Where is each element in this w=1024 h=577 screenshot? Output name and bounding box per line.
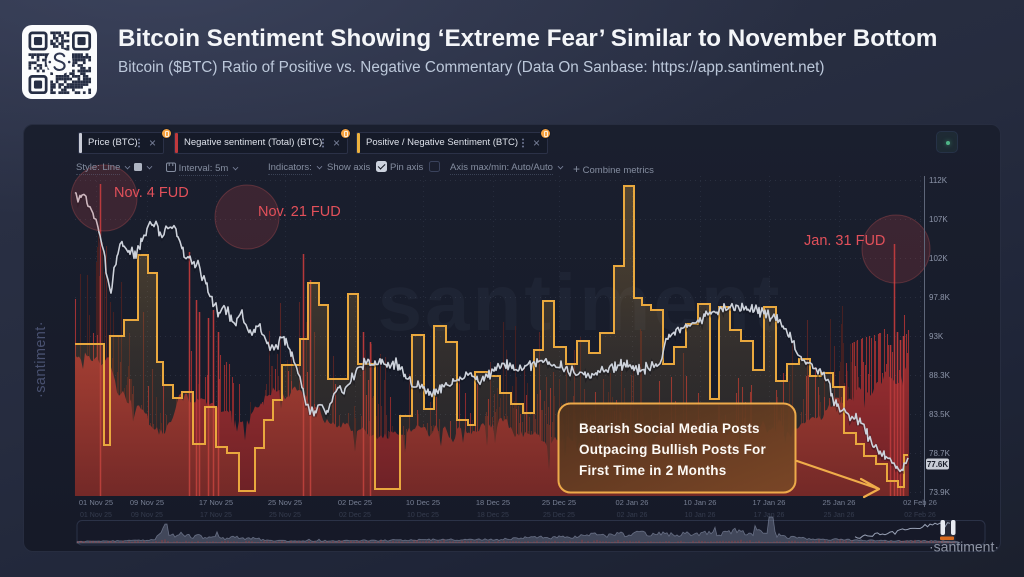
svg-text:107K: 107K xyxy=(929,215,948,224)
svg-text:102K: 102K xyxy=(929,254,948,263)
svg-text:09 Nov 25: 09 Nov 25 xyxy=(130,498,164,507)
svg-text:Nov. 21 FUD: Nov. 21 FUD xyxy=(258,204,341,220)
svg-text:02 Dec 25: 02 Dec 25 xyxy=(339,512,371,519)
svg-text:02 Feb 26: 02 Feb 26 xyxy=(903,498,937,507)
svg-text:02 Jan 26: 02 Jan 26 xyxy=(616,498,649,507)
svg-text:25 Jan 26: 25 Jan 26 xyxy=(823,498,856,507)
svg-text:01 Nov 25: 01 Nov 25 xyxy=(80,512,112,519)
svg-text:112K: 112K xyxy=(929,176,948,185)
svg-text:10 Jan 26: 10 Jan 26 xyxy=(684,498,717,507)
svg-text:78.7K: 78.7K xyxy=(929,449,951,458)
svg-text:02 Jan 26: 02 Jan 26 xyxy=(617,512,648,519)
svg-text:25 Nov 25: 25 Nov 25 xyxy=(269,512,301,519)
svg-text:17 Jan 26: 17 Jan 26 xyxy=(754,512,785,519)
svg-text:10 Dec 25: 10 Dec 25 xyxy=(406,498,440,507)
svg-text:Jan. 31 FUD: Jan. 31 FUD xyxy=(804,233,885,249)
svg-text:73.9K: 73.9K xyxy=(929,488,951,497)
svg-text:25 Jan 26: 25 Jan 26 xyxy=(824,512,855,519)
svg-text:93K: 93K xyxy=(929,332,944,341)
svg-text:25 Nov 25: 25 Nov 25 xyxy=(268,498,302,507)
svg-text:17 Nov 25: 17 Nov 25 xyxy=(200,512,232,519)
svg-text:25 Dec 25: 25 Dec 25 xyxy=(542,498,576,507)
svg-text:·santiment·: ·santiment· xyxy=(33,321,49,398)
svg-text:Bearish Social Media Posts: Bearish Social Media Posts xyxy=(579,421,760,436)
svg-text:09 Nov 25: 09 Nov 25 xyxy=(131,512,163,519)
svg-text:18 Dec 25: 18 Dec 25 xyxy=(477,512,509,519)
svg-text:02 Feb 26: 02 Feb 26 xyxy=(904,512,936,519)
svg-text:·santiment·: ·santiment· xyxy=(929,539,999,554)
svg-text:10 Dec 25: 10 Dec 25 xyxy=(407,512,439,519)
svg-text:02 Dec 25: 02 Dec 25 xyxy=(338,498,372,507)
svg-text:25 Dec 25: 25 Dec 25 xyxy=(543,512,575,519)
svg-text:97.8K: 97.8K xyxy=(929,293,951,302)
svg-text:17 Jan 26: 17 Jan 26 xyxy=(753,498,786,507)
svg-text:10 Jan 26: 10 Jan 26 xyxy=(685,512,716,519)
svg-text:83.5K: 83.5K xyxy=(929,410,951,419)
svg-text:01 Nov 25: 01 Nov 25 xyxy=(79,498,113,507)
svg-text:17 Nov 25: 17 Nov 25 xyxy=(199,498,233,507)
svg-text:Outpacing Bullish Posts For: Outpacing Bullish Posts For xyxy=(579,442,766,457)
svg-text:First Time in 2 Months: First Time in 2 Months xyxy=(579,463,726,478)
svg-text:88.3K: 88.3K xyxy=(929,371,951,380)
svg-text:77.6K: 77.6K xyxy=(927,460,949,469)
svg-text:Nov. 4 FUD: Nov. 4 FUD xyxy=(114,185,189,201)
svg-text:18 Dec 25: 18 Dec 25 xyxy=(476,498,510,507)
